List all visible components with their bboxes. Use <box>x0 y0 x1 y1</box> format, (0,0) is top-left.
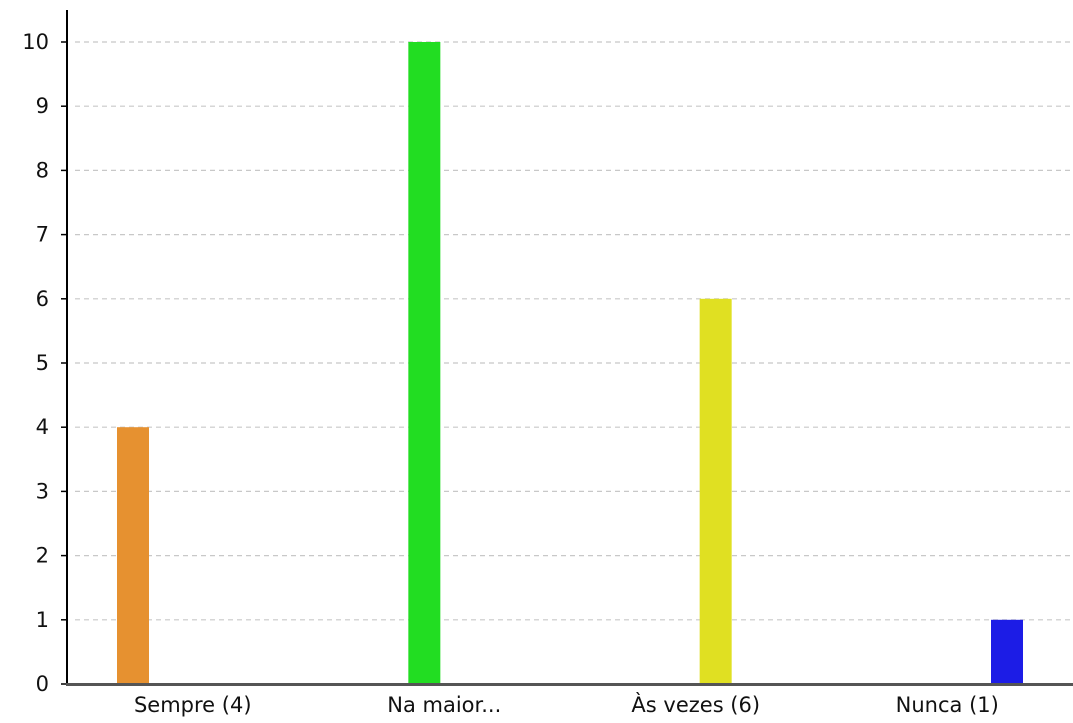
y-tick-label: 6 <box>36 287 49 311</box>
y-tick-label: 4 <box>36 415 49 439</box>
y-tick-label: 10 <box>22 30 49 54</box>
bar <box>699 298 732 684</box>
bar <box>991 619 1023 684</box>
y-tick-label: 3 <box>36 479 49 503</box>
x-axis-labels: Sempre (4) Na maior... Às vezes (6) Nunca (… <box>134 692 999 717</box>
bar <box>408 42 441 684</box>
y-tick-label: 9 <box>36 94 49 118</box>
y-axis-ticks: 0 1 2 3 4 5 6 7 8 9 10 <box>22 30 67 696</box>
y-tick-label: 1 <box>36 608 49 632</box>
x-category-label: Sempre (4) <box>134 693 252 717</box>
y-tick-label: 7 <box>36 223 49 247</box>
bar <box>117 427 149 684</box>
gridlines <box>75 41 1073 621</box>
x-category-label: Na maior... <box>387 693 501 717</box>
bars <box>117 42 1023 684</box>
y-tick-label: 0 <box>36 672 49 696</box>
x-category-label: Às vezes (6) <box>631 692 760 717</box>
y-tick-label: 2 <box>36 544 49 568</box>
y-tick-label: 8 <box>36 158 49 182</box>
x-category-label: Nunca (1) <box>896 693 999 717</box>
y-tick-label: 5 <box>36 351 49 375</box>
